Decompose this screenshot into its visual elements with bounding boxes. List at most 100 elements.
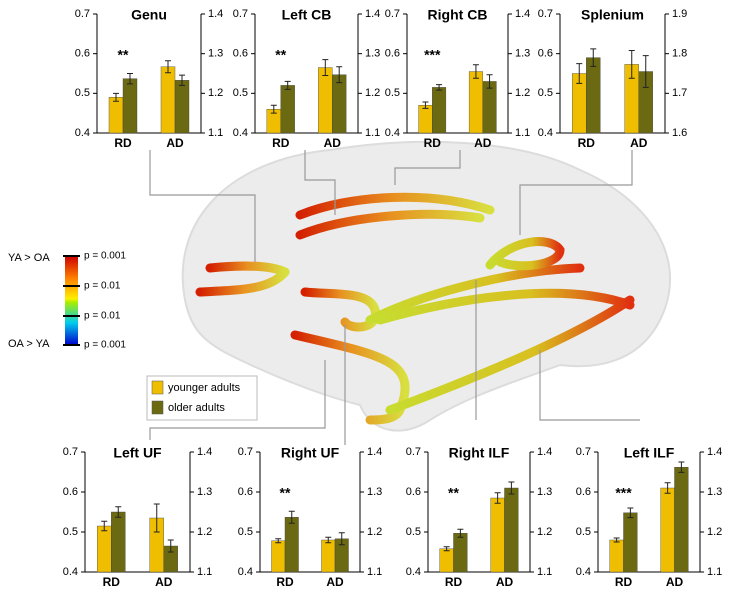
chart-title: Genu	[131, 7, 167, 23]
x-tick-label: RD	[424, 136, 442, 150]
y-tick-label: 0.4	[385, 127, 400, 139]
y2-tick-label: 1.4	[367, 446, 382, 458]
significance: **	[280, 485, 291, 501]
y2-tick-label: 1.4	[707, 446, 722, 458]
y2-tick-label: 1.6	[672, 127, 687, 139]
error-bar	[115, 506, 122, 518]
error-bar	[628, 49, 635, 79]
y-tick-label: 0.7	[406, 446, 421, 458]
y-tick-label: 0.7	[75, 8, 90, 20]
error-bar	[486, 74, 493, 89]
bar	[586, 57, 601, 134]
y2-tick-label: 1.4	[515, 8, 530, 20]
bar	[174, 80, 190, 134]
legend-label: younger adults	[168, 382, 241, 394]
y-tick-label: 0.7	[238, 446, 253, 458]
y-tick-label: 0.4	[576, 566, 591, 578]
y2-tick-label: 1.1	[208, 127, 223, 139]
x-tick-label: AD	[496, 575, 514, 589]
y-tick-label: 0.7	[538, 8, 553, 20]
bar	[418, 105, 433, 134]
brain	[149, 140, 671, 445]
x-tick-label: AD	[326, 575, 344, 589]
bar	[271, 540, 286, 573]
bar	[108, 97, 124, 134]
error-bar	[336, 66, 343, 84]
error-bar	[627, 507, 634, 519]
colorbar-ticks: p = 0.001 p = 0.01 p = 0.01 p = 0.001	[63, 251, 126, 351]
x-tick-label: AD	[155, 575, 173, 589]
colorbar-bottom-label: OA > YA	[8, 338, 50, 350]
bar-chart: 0.4 0.5 0.6 0.7 1.1 1.2 1.3 1.4 Left CB RD AD **	[233, 7, 381, 150]
y2-tick-label: 1.4	[537, 446, 552, 458]
error-bar	[275, 538, 282, 544]
error-bar	[590, 48, 597, 67]
y-tick-label: 0.5	[238, 526, 253, 538]
error-bar	[457, 528, 464, 538]
error-bar	[678, 461, 685, 473]
bar-chart: 0.4 0.5 0.6 0.7 1.1 1.2 1.3 1.4 Left ILF RD AD ***	[576, 445, 723, 589]
legend-swatch	[151, 400, 164, 415]
y2-tick-label: 1.2	[537, 526, 552, 538]
x-tick-label: RD	[578, 136, 596, 150]
y-tick-label: 0.6	[233, 48, 248, 60]
bar-chart: 0.4 0.5 0.6 0.7 1.1 1.2 1.3 1.4 Right UF RD AD **	[238, 445, 383, 589]
significance: ***	[424, 47, 441, 63]
bar	[111, 511, 126, 573]
y-tick-label: 0.7	[233, 8, 248, 20]
y2-tick-label: 1.3	[208, 48, 223, 60]
colorbar-top-label: YA > OA	[8, 252, 50, 264]
x-tick-label: RD	[103, 575, 121, 589]
y-tick-label: 0.4	[238, 566, 253, 578]
x-tick-label: RD	[445, 575, 463, 589]
bar	[453, 533, 468, 573]
y2-tick-label: 1.9	[672, 8, 687, 20]
error-bar	[576, 63, 583, 84]
error-bar	[179, 74, 185, 86]
chart-title: Left ILF	[624, 445, 675, 461]
chart-title: Right ILF	[449, 445, 510, 461]
y-tick-label: 0.5	[63, 526, 78, 538]
bar	[432, 87, 447, 134]
y-tick-label: 0.6	[238, 486, 253, 498]
bar	[623, 512, 638, 573]
legend-label: older adults	[168, 402, 225, 414]
error-bar	[284, 80, 291, 90]
y2-tick-label: 1.8	[672, 48, 687, 60]
y-tick-label: 0.7	[385, 8, 400, 20]
y2-tick-label: 1.2	[367, 526, 382, 538]
error-bar	[422, 101, 429, 109]
chart-title: Left UF	[113, 445, 162, 461]
chart-title: Splenium	[581, 7, 644, 23]
chart-title: Right CB	[428, 7, 488, 23]
y-tick-label: 0.5	[75, 87, 90, 99]
error-bar	[436, 84, 443, 91]
y-tick-label: 0.4	[538, 127, 553, 139]
y-tick-label: 0.5	[576, 526, 591, 538]
y2-tick-label: 1.1	[367, 566, 382, 578]
x-tick-label: RD	[272, 136, 290, 150]
bar	[660, 487, 675, 573]
error-bar	[338, 532, 345, 546]
x-tick-label: AD	[474, 136, 492, 150]
tracts	[195, 192, 635, 425]
y2-tick-label: 1.1	[365, 127, 380, 139]
y-tick-label: 0.7	[576, 446, 591, 458]
error-bar	[664, 482, 671, 494]
y2-tick-label: 1.1	[197, 566, 212, 578]
error-bar	[322, 59, 329, 76]
y-tick-label: 0.5	[406, 526, 421, 538]
connector-lines	[149, 150, 640, 445]
y-tick-label: 0.4	[63, 566, 78, 578]
error-bar	[101, 520, 108, 532]
y2-tick-label: 1.1	[515, 127, 530, 139]
significance: **	[448, 485, 459, 501]
x-tick-label: AD	[166, 136, 184, 150]
legend-swatch	[151, 380, 164, 395]
bar	[439, 548, 454, 573]
error-bar	[494, 492, 501, 504]
y-tick-label: 0.6	[63, 486, 78, 498]
error-bar	[288, 510, 295, 524]
error-bar	[165, 60, 171, 74]
